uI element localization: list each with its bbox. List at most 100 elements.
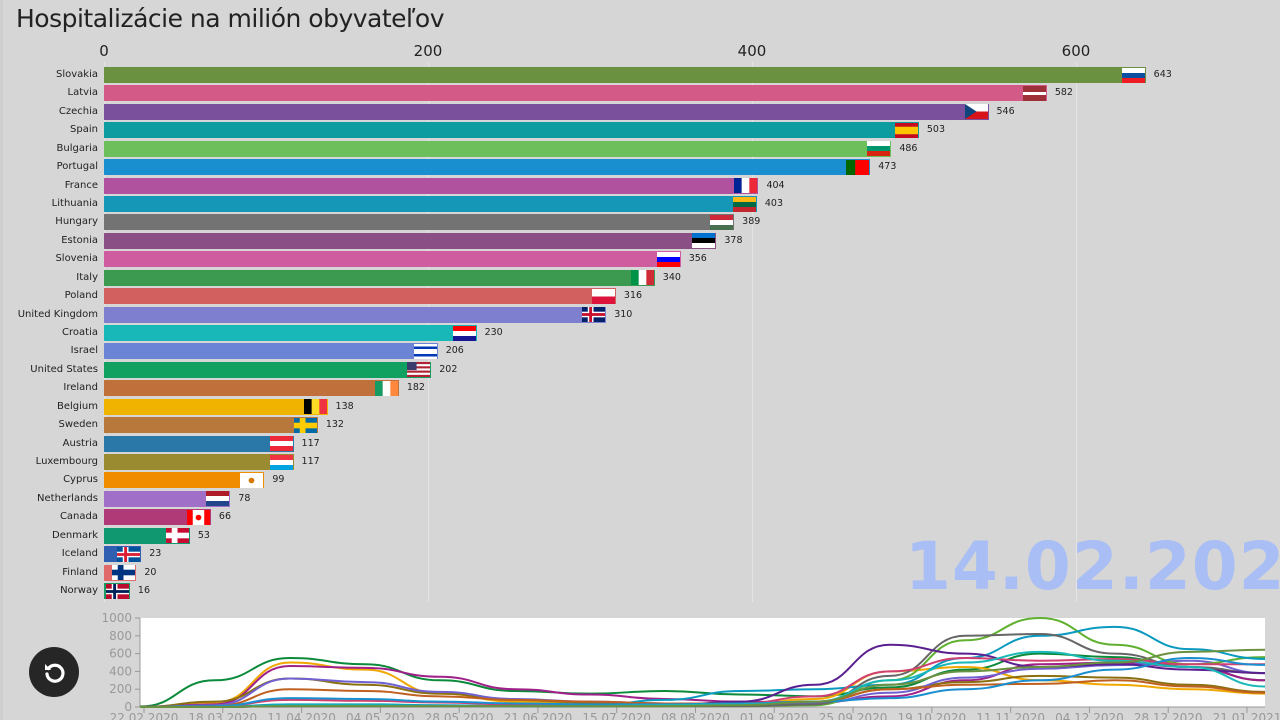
flag-icon — [240, 472, 264, 488]
value-label: 78 — [238, 492, 251, 504]
x-tick-label: 15.07.2020 — [582, 711, 651, 720]
gridline — [752, 62, 753, 602]
value-label: 138 — [335, 400, 354, 412]
current-date-label: 14.02.2021 — [905, 528, 1280, 605]
series-line — [139, 652, 1266, 708]
bar — [104, 306, 607, 323]
flag-icon — [105, 583, 129, 599]
flag-icon — [1022, 85, 1046, 101]
y-tick-label: 600 — [109, 647, 132, 661]
value-label: 378 — [724, 234, 743, 246]
bar — [104, 398, 328, 415]
flag-icon — [591, 288, 615, 304]
country-label: Slovenia — [55, 253, 98, 265]
chart-title: Hospitalizácie na milión obyvateľov — [16, 4, 445, 33]
value-label: 546 — [996, 105, 1015, 117]
country-label: Bulgaria — [56, 142, 98, 154]
replay-button[interactable] — [29, 647, 79, 697]
x-tick-label: 08.08.2020 — [661, 711, 730, 720]
x-tick-label: 22.02.2020 — [110, 711, 179, 720]
flag-icon — [165, 528, 189, 544]
bar — [104, 361, 432, 378]
x-tick-label: 28.05.2020 — [425, 711, 494, 720]
value-label: 389 — [742, 216, 761, 228]
flag-icon — [734, 178, 758, 194]
country-label: Denmark — [52, 529, 98, 541]
flag-icon — [732, 196, 756, 212]
bar — [104, 251, 681, 268]
flag-icon — [303, 399, 327, 415]
x-tick-label: 04.05.2020 — [346, 711, 415, 720]
flag-icon — [407, 362, 431, 378]
value-label: 182 — [406, 382, 425, 394]
value-label: 206 — [445, 345, 464, 357]
bar — [104, 67, 1146, 83]
x-tick-label: 0 — [99, 42, 109, 60]
bar — [104, 269, 655, 286]
bar — [104, 509, 211, 526]
value-label: 310 — [614, 308, 633, 320]
country-label: Norway — [60, 585, 98, 597]
y-tick-label: 400 — [109, 664, 132, 678]
country-label: Iceland — [61, 548, 98, 560]
flag-icon — [867, 141, 891, 157]
x-tick-label: 25.09.2020 — [819, 711, 888, 720]
flag-icon — [710, 214, 734, 230]
country-label: Austria — [62, 437, 98, 449]
country-label: Sweden — [58, 419, 98, 431]
flag-icon — [117, 546, 141, 562]
country-label: Portugal — [56, 161, 98, 173]
value-label: 404 — [766, 179, 785, 191]
x-tick-label: 01.09.2020 — [740, 711, 809, 720]
bar — [104, 232, 717, 249]
flag-icon — [964, 104, 988, 120]
series-line — [139, 648, 1266, 708]
bar — [104, 454, 294, 471]
country-label: Belgium — [57, 400, 98, 412]
country-label: Luxembourg — [35, 456, 98, 468]
value-label: 230 — [484, 327, 503, 339]
timeline-chart[interactable]: 0 200 400 600 800 1000 22.02.2020 18.03.2020 11.… — [96, 612, 1280, 720]
value-label: 16 — [137, 585, 150, 597]
value-label: 340 — [662, 271, 681, 283]
flag-icon — [692, 233, 716, 249]
value-label: 503 — [926, 124, 945, 136]
value-label: 66 — [218, 511, 231, 523]
x-tick-label: 11.04.2020 — [267, 711, 336, 720]
country-label: Cyprus — [63, 474, 98, 486]
country-label: Ireland — [63, 382, 98, 394]
bar — [104, 343, 438, 360]
country-label: United States — [30, 363, 98, 375]
value-label: 202 — [439, 363, 458, 375]
country-label: France — [64, 179, 98, 191]
country-label: Czechia — [58, 105, 98, 117]
flag-icon — [582, 307, 606, 323]
flag-icon — [206, 491, 230, 507]
bar — [104, 490, 231, 507]
country-label: Hungary — [55, 216, 98, 228]
value-label: 643 — [1153, 69, 1172, 80]
country-label: Canada — [59, 511, 98, 523]
gridline — [1076, 62, 1077, 602]
bar — [104, 472, 265, 489]
country-label: Lithuania — [51, 198, 98, 209]
flag-icon — [1121, 67, 1145, 83]
bar — [104, 288, 616, 305]
country-label: Israel — [70, 345, 98, 357]
flag-icon — [269, 436, 293, 452]
country-label: Estonia — [61, 234, 98, 246]
value-label: 582 — [1054, 87, 1073, 99]
flag-icon — [656, 251, 680, 267]
value-label: 99 — [272, 474, 285, 486]
bar — [104, 85, 1047, 102]
x-tick-label: 400 — [737, 42, 767, 60]
value-label: 117 — [301, 456, 320, 468]
bar — [104, 325, 477, 342]
x-tick-label: 600 — [1061, 42, 1091, 60]
x-tick-label: 200 — [413, 42, 443, 60]
bar — [104, 435, 294, 452]
value-label: 20 — [144, 566, 157, 578]
bar — [104, 177, 759, 194]
bar — [104, 122, 919, 139]
